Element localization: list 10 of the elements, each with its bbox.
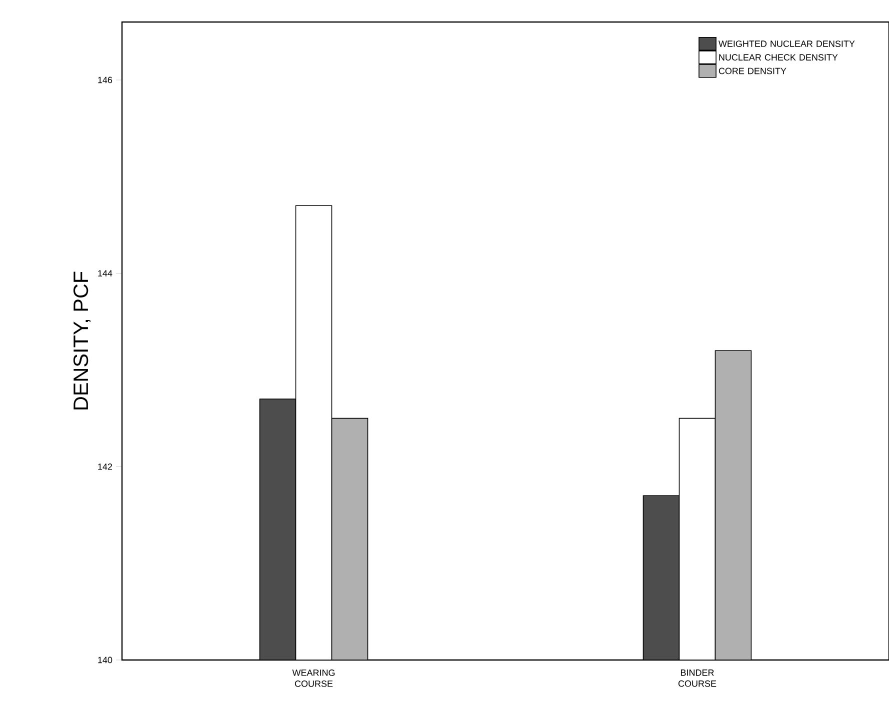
legend-label: CORE DENSITY <box>718 68 786 74</box>
y-tick-label: 140 <box>98 656 112 664</box>
y-tick-label: 142 <box>98 464 112 470</box>
y-tick-label: 144 <box>98 270 112 276</box>
legend-label: WEIGHTED NUCLEAR DENSITY <box>718 40 855 47</box>
y-tick-label: 146 <box>98 76 112 84</box>
x-tick-label: WEARING COURSE <box>292 670 335 687</box>
y-axis-title: DENSITY, PCF <box>73 272 91 410</box>
x-tick-label: BINDER COURSE <box>678 670 716 687</box>
legend-label: NUCLEAR CHECK DENSITY <box>719 54 838 61</box>
